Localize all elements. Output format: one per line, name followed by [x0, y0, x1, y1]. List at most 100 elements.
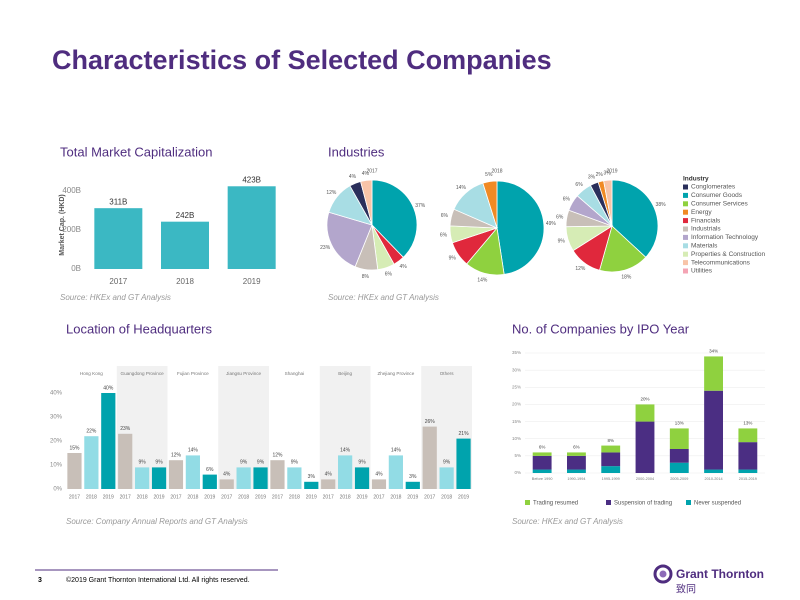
- region-label: Guangdong Province: [121, 371, 165, 376]
- bar: [185, 455, 200, 489]
- chart-source: Source: HKEx and GT Analysis: [60, 293, 171, 302]
- region-label: Hong Kong: [80, 371, 103, 376]
- legend-label: Telecommunications: [691, 259, 751, 266]
- slice-label: 4%: [349, 174, 357, 180]
- slice-label: 6%: [575, 182, 583, 188]
- bar-segment: [532, 452, 552, 456]
- bar-segment: [532, 455, 552, 470]
- x-tick-label: 2019: [243, 277, 261, 286]
- value-label: 9%: [257, 460, 265, 466]
- value-label: 6%: [206, 467, 214, 473]
- pie-slice: [371, 179, 418, 258]
- bar-segment: [704, 469, 723, 473]
- x-tick-label: 2019: [255, 494, 266, 500]
- bar: [270, 460, 285, 489]
- x-tick-label: 2018: [176, 277, 194, 286]
- chart-title: Industries: [328, 144, 385, 159]
- slice-label: 9%: [558, 238, 566, 244]
- legend-label: Properties & Construction: [691, 251, 765, 258]
- region-label: Zhejiang Province: [377, 371, 414, 376]
- value-label: 22%: [86, 429, 97, 435]
- bar-segment: [635, 404, 655, 422]
- y-tick-label: 15%: [512, 419, 521, 424]
- x-tick-label: 2019: [204, 494, 215, 500]
- value-label: 9%: [291, 460, 299, 466]
- slide-title: Characteristics of Selected Companies: [52, 45, 552, 75]
- slice-label: 12%: [326, 190, 337, 196]
- x-tick-label: 1995-1999: [602, 477, 620, 481]
- x-tick-label: 2017: [373, 494, 384, 500]
- bar: [422, 426, 437, 489]
- value-label: 4%: [223, 472, 231, 478]
- bar: [388, 455, 403, 489]
- pie-title: 2019: [606, 168, 617, 174]
- x-tick-label: 2019: [306, 494, 317, 500]
- y-tick-label: 200B: [62, 225, 81, 234]
- bar: [67, 453, 82, 489]
- value-label: 15%: [69, 445, 80, 451]
- total-label: 20%: [640, 397, 649, 402]
- bar: [219, 479, 234, 489]
- chart-source: Source: HKEx and GT Analysis: [512, 517, 623, 526]
- x-tick-label: 2015-2019: [739, 477, 757, 481]
- region-label: Shanghai: [285, 371, 304, 376]
- value-label: 14%: [340, 448, 351, 454]
- value-label: 14%: [188, 448, 199, 454]
- page-number: 3: [38, 577, 42, 584]
- bar: [354, 467, 370, 489]
- bar-segment: [601, 445, 621, 453]
- region-label: Fujian Province: [177, 371, 209, 376]
- legend-swatch: [683, 184, 688, 190]
- legend-label: Never suspended: [694, 501, 741, 507]
- value-label: 21%: [459, 431, 470, 437]
- x-tick-label: 2018: [238, 494, 249, 500]
- copyright: ©2019 Grant Thornton International Ltd. …: [66, 576, 250, 584]
- pie-slice: [599, 225, 647, 273]
- slice-label: 6%: [385, 272, 393, 278]
- logo-name: Grant Thornton: [676, 567, 764, 581]
- legend-swatch: [683, 268, 688, 274]
- y-tick-label: 40%: [50, 391, 63, 397]
- x-tick-label: 2018: [86, 494, 97, 500]
- value-label: 12%: [272, 453, 283, 459]
- y-tick-label: 0%: [514, 470, 521, 475]
- pie-slice: [360, 179, 373, 226]
- y-tick-label: 5%: [514, 453, 521, 458]
- y-tick-label: 10%: [50, 463, 63, 469]
- bar: [118, 433, 133, 489]
- y-tick-label: 0B: [71, 264, 81, 273]
- region-label: Jiangsu Province: [226, 371, 261, 376]
- pie-slice: [482, 180, 498, 229]
- legend-label: Information Technology: [691, 234, 759, 241]
- slice-label: 6%: [440, 233, 448, 239]
- total-label: 6%: [573, 445, 580, 450]
- x-tick-label: 2018: [340, 494, 351, 500]
- total-label: 13%: [743, 421, 752, 426]
- slice-label: 14%: [456, 185, 467, 191]
- bar-segment: [669, 462, 689, 473]
- logo: Grant Thornton 致同: [653, 564, 764, 596]
- bar: [168, 460, 184, 489]
- region-label: Beijing: [338, 371, 352, 376]
- x-tick-label: 2019: [407, 494, 418, 500]
- bar-segment: [567, 469, 586, 473]
- value-label: 9%: [358, 460, 366, 466]
- legend-label: Suspension of trading: [614, 501, 672, 507]
- bar: [405, 481, 420, 489]
- slice-label: 2%: [596, 172, 604, 178]
- legend-label: Trading resumed: [533, 501, 578, 507]
- y-tick-label: 400B: [62, 186, 81, 195]
- legend-swatch: [683, 226, 688, 232]
- y-tick-label: 10%: [512, 436, 521, 441]
- slice-label: 12%: [575, 266, 586, 272]
- pie-title: 2017: [366, 168, 377, 174]
- legend-title: Industry: [683, 176, 709, 183]
- legend-label: Materials: [691, 243, 718, 250]
- chart-title: Total Market Capitalization: [60, 144, 212, 159]
- bar: [287, 467, 302, 489]
- legend-swatch: [606, 500, 611, 505]
- bar-segment: [738, 428, 758, 443]
- x-tick-label: 2005-2009: [670, 477, 688, 481]
- bar-segment: [532, 469, 552, 473]
